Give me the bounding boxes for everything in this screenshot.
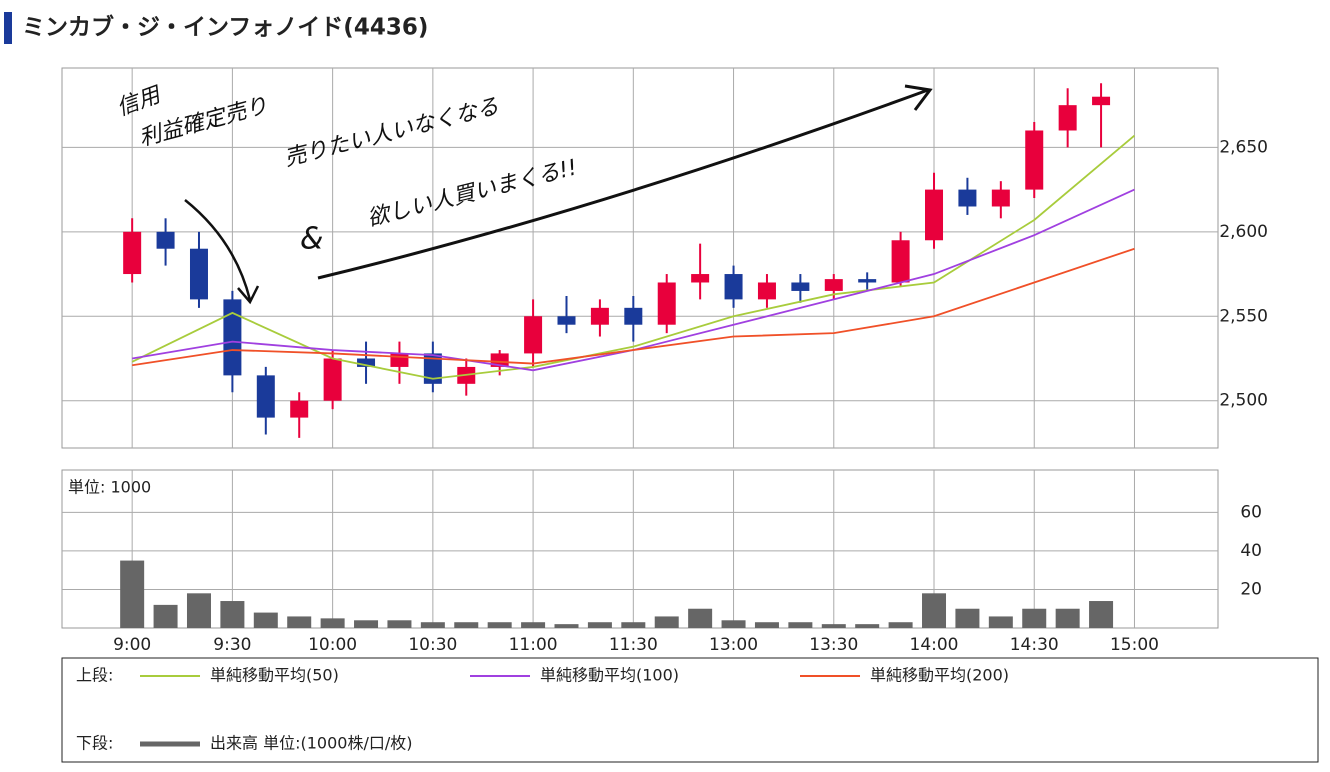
candle-body bbox=[791, 282, 810, 291]
volume-bar bbox=[922, 593, 947, 628]
ma-line bbox=[132, 247, 1135, 367]
legend-label: 単純移動平均(50) bbox=[210, 666, 339, 685]
candle-body bbox=[657, 282, 676, 325]
legend-upper-label: 上段: bbox=[76, 666, 113, 685]
candle-body bbox=[490, 353, 509, 367]
volume-bar bbox=[253, 612, 278, 628]
legend-lower-label: 下段: bbox=[76, 734, 113, 753]
candle-body bbox=[557, 316, 576, 325]
x-tick-label: 15:00 bbox=[1110, 635, 1159, 655]
candle-body bbox=[423, 353, 442, 384]
candle-body bbox=[290, 400, 309, 418]
arrow bbox=[317, 84, 933, 280]
volume-bar bbox=[654, 616, 679, 628]
legend-label: 単純移動平均(100) bbox=[540, 666, 679, 685]
candle-body bbox=[991, 189, 1010, 207]
x-tick-label: 13:00 bbox=[709, 635, 758, 655]
legend-box bbox=[61, 657, 1319, 763]
candle-body bbox=[624, 307, 643, 325]
candle-body bbox=[891, 240, 910, 283]
x-tick-label: 10:00 bbox=[308, 635, 357, 655]
y-tick-label: 2,550 bbox=[1219, 306, 1268, 326]
candle-body bbox=[390, 353, 409, 367]
x-tick-label: 9:00 bbox=[113, 635, 151, 655]
x-tick-label: 14:00 bbox=[910, 635, 959, 655]
x-tick-label: 10:30 bbox=[408, 635, 457, 655]
volume-bar bbox=[855, 624, 880, 628]
candle-body bbox=[323, 358, 342, 401]
annotation: 売りたい人いなくなる bbox=[282, 94, 502, 171]
annotation: 信用 bbox=[114, 82, 166, 121]
volume-bar bbox=[888, 622, 913, 628]
x-tick-label: 11:30 bbox=[609, 635, 658, 655]
price-frame bbox=[61, 67, 1219, 449]
volume-bar bbox=[554, 624, 579, 628]
volume-bar bbox=[354, 620, 379, 628]
candle-body bbox=[1092, 96, 1111, 106]
candle-body bbox=[189, 248, 208, 300]
volume-bar bbox=[587, 622, 612, 628]
candle-body bbox=[824, 279, 843, 291]
volume-bar bbox=[420, 622, 445, 628]
candle-body bbox=[123, 231, 142, 275]
volume-bar bbox=[754, 622, 779, 628]
candle-body bbox=[691, 274, 710, 283]
arrow bbox=[184, 199, 260, 305]
volume-bar bbox=[955, 608, 980, 628]
candle-body bbox=[590, 307, 609, 325]
unit-label: 単位: 1000 bbox=[68, 478, 151, 497]
volume-bar bbox=[120, 560, 145, 628]
volume-bar bbox=[387, 620, 412, 628]
volume-bar bbox=[220, 601, 245, 628]
y-tick-label: 20 bbox=[1240, 579, 1262, 599]
title-marker bbox=[4, 12, 12, 44]
volume-bar bbox=[1055, 608, 1080, 628]
legend-label: 出来高 単位:(1000株/口/枚) bbox=[210, 734, 412, 753]
volume-bar bbox=[788, 622, 813, 628]
x-tick-label: 13:30 bbox=[809, 635, 858, 655]
candle-body bbox=[156, 231, 175, 249]
volume-bar bbox=[521, 622, 546, 628]
volume-bar bbox=[1022, 608, 1047, 628]
annotations: 信用 利益確定売り 売りたい人いなくなる & 欲しい人買いまくる!! bbox=[114, 82, 933, 305]
candle-body bbox=[1058, 105, 1077, 131]
x-tick-label: 11:00 bbox=[509, 635, 558, 655]
volume-bar bbox=[988, 616, 1013, 628]
annotation: & bbox=[300, 222, 323, 257]
volume-bar bbox=[688, 608, 713, 628]
volume-bar bbox=[454, 622, 479, 628]
x-tick-label: 9:30 bbox=[213, 635, 251, 655]
volume-bar bbox=[1089, 601, 1114, 628]
volume-bar bbox=[287, 616, 312, 628]
y-tick-label: 60 bbox=[1240, 502, 1262, 522]
volume-bar bbox=[320, 618, 345, 628]
volume-bar bbox=[487, 622, 512, 628]
candle-body bbox=[925, 189, 944, 241]
candle-body bbox=[223, 299, 242, 376]
y-tick-label: 40 bbox=[1240, 541, 1262, 561]
candle-body bbox=[724, 274, 743, 300]
candle-body bbox=[357, 358, 376, 367]
candle-body bbox=[524, 316, 543, 354]
annotation: 欲しい人買いまくる!! bbox=[365, 155, 580, 231]
candle-body bbox=[858, 279, 877, 283]
page-title: ミンカブ・ジ・インフォノイド(4436) bbox=[22, 14, 428, 41]
legend-label: 単純移動平均(200) bbox=[870, 666, 1009, 685]
volume-bar bbox=[186, 593, 211, 628]
y-tick-label: 2,650 bbox=[1219, 137, 1268, 157]
volume-bar bbox=[821, 624, 846, 628]
volume-bar bbox=[153, 604, 178, 628]
candle-body bbox=[958, 189, 977, 207]
volume-bar bbox=[621, 622, 646, 628]
y-tick-label: 2,500 bbox=[1219, 391, 1268, 411]
x-tick-label: 14:30 bbox=[1010, 635, 1059, 655]
candle-body bbox=[256, 375, 275, 418]
volume-bar bbox=[721, 620, 746, 628]
candle-body bbox=[1025, 130, 1044, 190]
y-tick-label: 2,600 bbox=[1219, 222, 1268, 242]
candle-body bbox=[757, 282, 776, 300]
